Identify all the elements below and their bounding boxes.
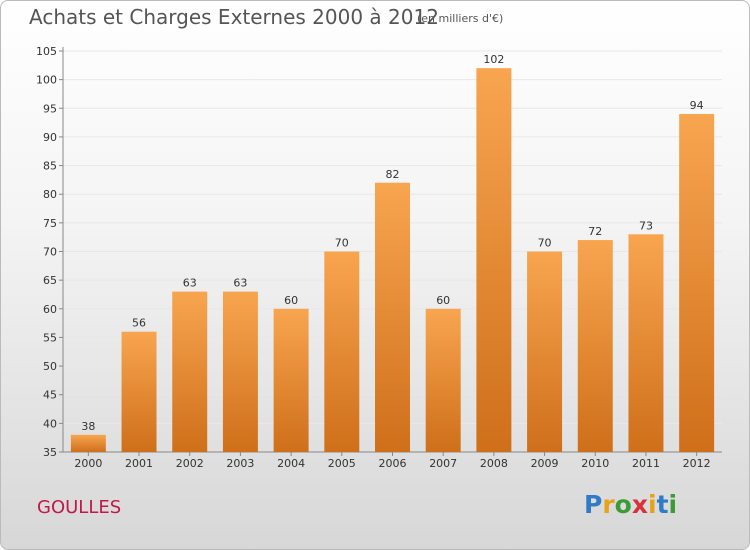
bar-2005: [324, 251, 360, 452]
logo-letter: x: [631, 490, 648, 519]
bar-2008: [476, 68, 512, 452]
value-label: 56: [132, 317, 146, 330]
value-label: 72: [588, 225, 602, 238]
x-tick-label: 2010: [581, 457, 609, 470]
value-label: 94: [690, 99, 704, 112]
value-label: 102: [483, 53, 504, 66]
bar-2007: [425, 308, 461, 452]
bar-2003: [222, 291, 258, 452]
labels: 35 40 45 50 55 60 65 70 75 80 85 90 95 100 105 38 2000 56…: [36, 45, 711, 470]
y-tick-label: 100: [36, 74, 57, 87]
y-tick-label: 95: [43, 102, 57, 115]
bar-2012: [679, 114, 715, 452]
y-tick-label: 40: [43, 417, 57, 430]
logo-letter: P: [584, 490, 603, 519]
value-label: 70: [335, 237, 349, 250]
chart-subtitle: (en milliers d'€): [417, 12, 504, 25]
bar-2011: [628, 234, 664, 452]
x-tick-label: 2009: [531, 457, 559, 470]
y-tick-label: 105: [36, 45, 57, 58]
y-tick-label: 50: [43, 360, 57, 373]
y-tick-label: 35: [43, 446, 57, 459]
chart-title: Achats et Charges Externes 2000 à 2012: [29, 5, 439, 29]
logo-letter: r: [602, 490, 615, 519]
x-tick-label: 2005: [328, 457, 356, 470]
value-label: 60: [284, 294, 298, 307]
y-tick-label: 90: [43, 131, 57, 144]
y-tick-label: 80: [43, 188, 57, 201]
x-tick-label: 2001: [125, 457, 153, 470]
logo-letter: i: [648, 490, 657, 519]
x-tick-label: 2006: [379, 457, 407, 470]
value-label: 60: [436, 294, 450, 307]
x-tick-label: 2002: [176, 457, 204, 470]
value-label: 70: [538, 237, 552, 250]
logo-letter: i: [668, 490, 678, 519]
logo-letter: o: [614, 490, 632, 519]
value-label: 73: [639, 219, 653, 232]
x-tick-label: 2007: [429, 457, 457, 470]
x-tick-label: 2003: [226, 457, 254, 470]
town-name: GOULLES: [37, 497, 122, 518]
bar-2004: [273, 308, 309, 452]
value-label: 63: [183, 277, 197, 290]
y-tick-label: 55: [43, 331, 57, 344]
logo-letter: t: [656, 490, 669, 519]
value-label: 82: [386, 168, 400, 181]
bar-2001: [121, 331, 157, 452]
y-tick-label: 70: [43, 246, 57, 259]
proxiti-logo: Proxiti: [584, 490, 677, 519]
x-tick-label: 2000: [74, 457, 102, 470]
x-tick-label: 2008: [480, 457, 508, 470]
x-tick-label: 2011: [632, 457, 660, 470]
bars: [70, 68, 715, 452]
y-tick-label: 65: [43, 274, 57, 287]
y-tick-label: 85: [43, 160, 57, 173]
bar-2010: [577, 240, 613, 452]
bar-2006: [375, 182, 410, 452]
x-tick-label: 2012: [683, 457, 711, 470]
y-tick-label: 75: [43, 217, 57, 230]
y-tick-label: 45: [43, 389, 57, 402]
bar-2002: [172, 291, 208, 452]
y-tick-label: 60: [43, 303, 57, 316]
value-label: 63: [233, 277, 247, 290]
bar-2000: [70, 434, 106, 452]
value-label: 38: [81, 420, 95, 433]
bar-2009: [527, 251, 563, 452]
x-tick-label: 2004: [277, 457, 305, 470]
